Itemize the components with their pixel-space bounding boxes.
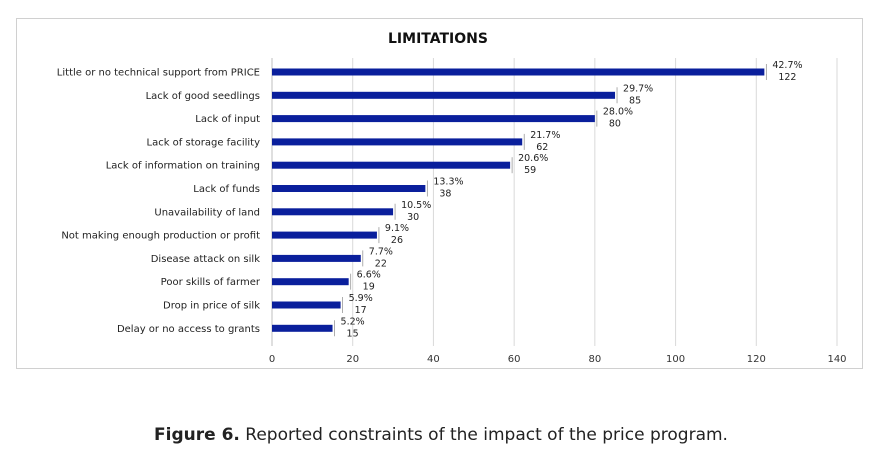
count-label: 38 (439, 189, 451, 200)
category-label: Lack of good seedlings (146, 91, 260, 102)
x-tick-label-20: 20 (346, 354, 359, 365)
percent-label: 21.7% (530, 130, 560, 141)
bar-10 (272, 278, 349, 286)
bar-6 (272, 185, 426, 192)
bar-1 (272, 68, 765, 76)
count-label: 26 (391, 235, 403, 246)
category-label: Lack of funds (193, 184, 260, 195)
bar-5 (272, 161, 511, 169)
bar-4 (272, 138, 523, 146)
count-label: 30 (407, 212, 419, 223)
bar-7 (272, 208, 394, 216)
x-tick-label-60: 60 (508, 354, 521, 365)
percent-label: 13.3% (433, 177, 463, 188)
category-label: Disease attack on silk (151, 254, 260, 265)
percent-label: 10.5% (401, 200, 431, 211)
chart-container: LIMITATIONS 0 20 40 60 80 100 120 140 Little or n… (16, 18, 864, 370)
bar-chart: LIMITATIONS 0 20 40 60 80 100 120 140 Little or n… (16, 18, 863, 369)
count-label: 15 (347, 328, 359, 339)
category-label: Little or no technical support from PRIC… (57, 68, 260, 79)
percent-label: 5.2% (341, 316, 365, 327)
category-label: Drop in price of silk (163, 301, 260, 312)
percent-label: 9.1% (385, 223, 409, 234)
category-label: Poor skills of farmer (161, 277, 261, 288)
figure-caption: Figure 6. Reported constraints of the im… (0, 425, 882, 445)
count-label: 80 (609, 119, 621, 130)
bar-12 (272, 324, 333, 332)
count-label: 85 (629, 95, 641, 106)
count-label: 59 (524, 165, 536, 176)
bar-3 (272, 115, 595, 123)
x-tick-label-140: 140 (827, 354, 846, 365)
caption-label: Figure 6. (154, 425, 240, 445)
x-tick-label-40: 40 (427, 354, 440, 365)
x-tick-label-100: 100 (666, 354, 685, 365)
category-label: Unavailability of land (154, 207, 260, 218)
bar-9 (272, 254, 361, 262)
category-label: Not making enough production or profit (61, 231, 260, 242)
count-label: 19 (363, 282, 375, 293)
percent-label: 5.9% (349, 293, 373, 304)
category-label: Lack of information on training (106, 161, 260, 172)
category-label: Delay or no access to grants (117, 324, 260, 335)
x-tick-label-0: 0 (269, 354, 275, 365)
count-label: 17 (355, 305, 367, 316)
percent-label: 42.7% (772, 60, 802, 71)
percent-label: 20.6% (518, 153, 548, 164)
bar-2 (272, 91, 616, 99)
caption-text: Reported constraints of the impact of th… (239, 425, 728, 445)
count-label: 22 (375, 258, 387, 269)
chart-border (16, 18, 863, 369)
bar-8 (272, 231, 377, 239)
category-label: Lack of storage facility (147, 137, 261, 148)
percent-label: 6.6% (357, 270, 381, 281)
bar-11 (272, 301, 341, 309)
count-label: 122 (778, 72, 796, 83)
percent-label: 29.7% (623, 83, 653, 94)
x-tick-label-80: 80 (588, 354, 601, 365)
percent-label: 7.7% (369, 246, 393, 257)
count-label: 62 (536, 142, 548, 153)
x-tick-label-120: 120 (747, 354, 766, 365)
chart-title: LIMITATIONS (388, 31, 488, 47)
percent-label: 28.0% (603, 107, 633, 118)
category-label: Lack of input (195, 114, 260, 125)
